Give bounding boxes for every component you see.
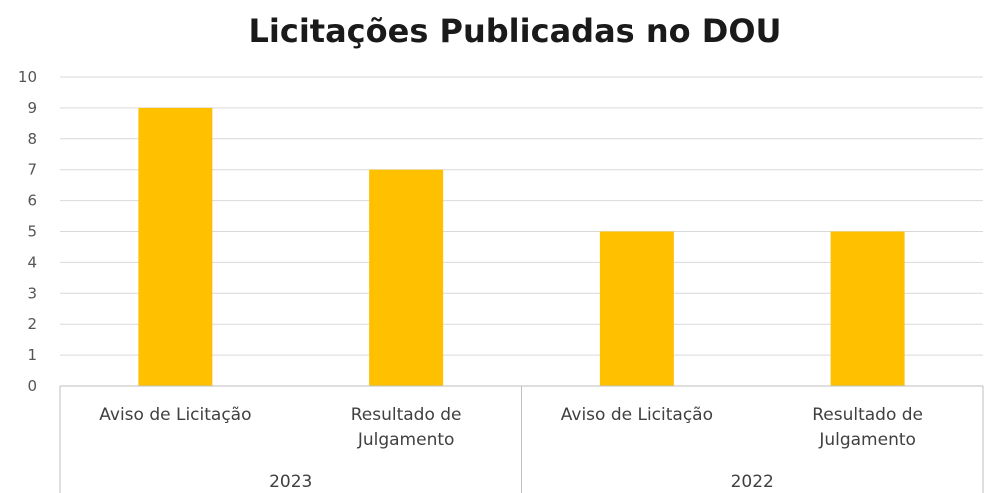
x-category-label: Resultado de bbox=[351, 405, 462, 425]
chart-title: Licitações Publicadas no DOU bbox=[248, 12, 781, 50]
y-tick-label: 4 bbox=[27, 253, 37, 271]
x-category-label: Julgamento bbox=[818, 430, 916, 450]
y-axis-ticks: 0 1 2 3 4 5 6 7 8 9 10 bbox=[18, 68, 37, 395]
y-tick-label: 0 bbox=[27, 377, 37, 395]
x-group-label: 2022 bbox=[731, 472, 774, 492]
y-tick-label: 9 bbox=[27, 99, 37, 117]
x-axis: Aviso de Licitação Resultado de Julgamento… bbox=[59, 385, 984, 493]
x-group-label: 2023 bbox=[269, 472, 312, 492]
x-category-label: Julgamento bbox=[357, 430, 455, 450]
y-tick-label: 1 bbox=[27, 346, 37, 364]
y-tick-label: 3 bbox=[27, 284, 37, 302]
x-category-label: Aviso de Licitação bbox=[561, 405, 713, 425]
y-tick-label: 10 bbox=[18, 68, 37, 86]
y-tick-label: 8 bbox=[27, 130, 37, 148]
y-tick-label: 7 bbox=[27, 161, 37, 179]
y-tick-label: 2 bbox=[27, 315, 37, 333]
x-category-label: Aviso de Licitação bbox=[99, 405, 251, 425]
y-tick-label: 6 bbox=[27, 192, 37, 210]
bar bbox=[599, 231, 674, 386]
bar bbox=[830, 231, 905, 386]
bars bbox=[138, 107, 905, 387]
bar bbox=[369, 169, 444, 386]
y-tick-label: 5 bbox=[27, 223, 37, 241]
gridlines bbox=[60, 76, 983, 356]
x-category-label: Resultado de bbox=[812, 405, 923, 425]
bar bbox=[138, 107, 213, 387]
